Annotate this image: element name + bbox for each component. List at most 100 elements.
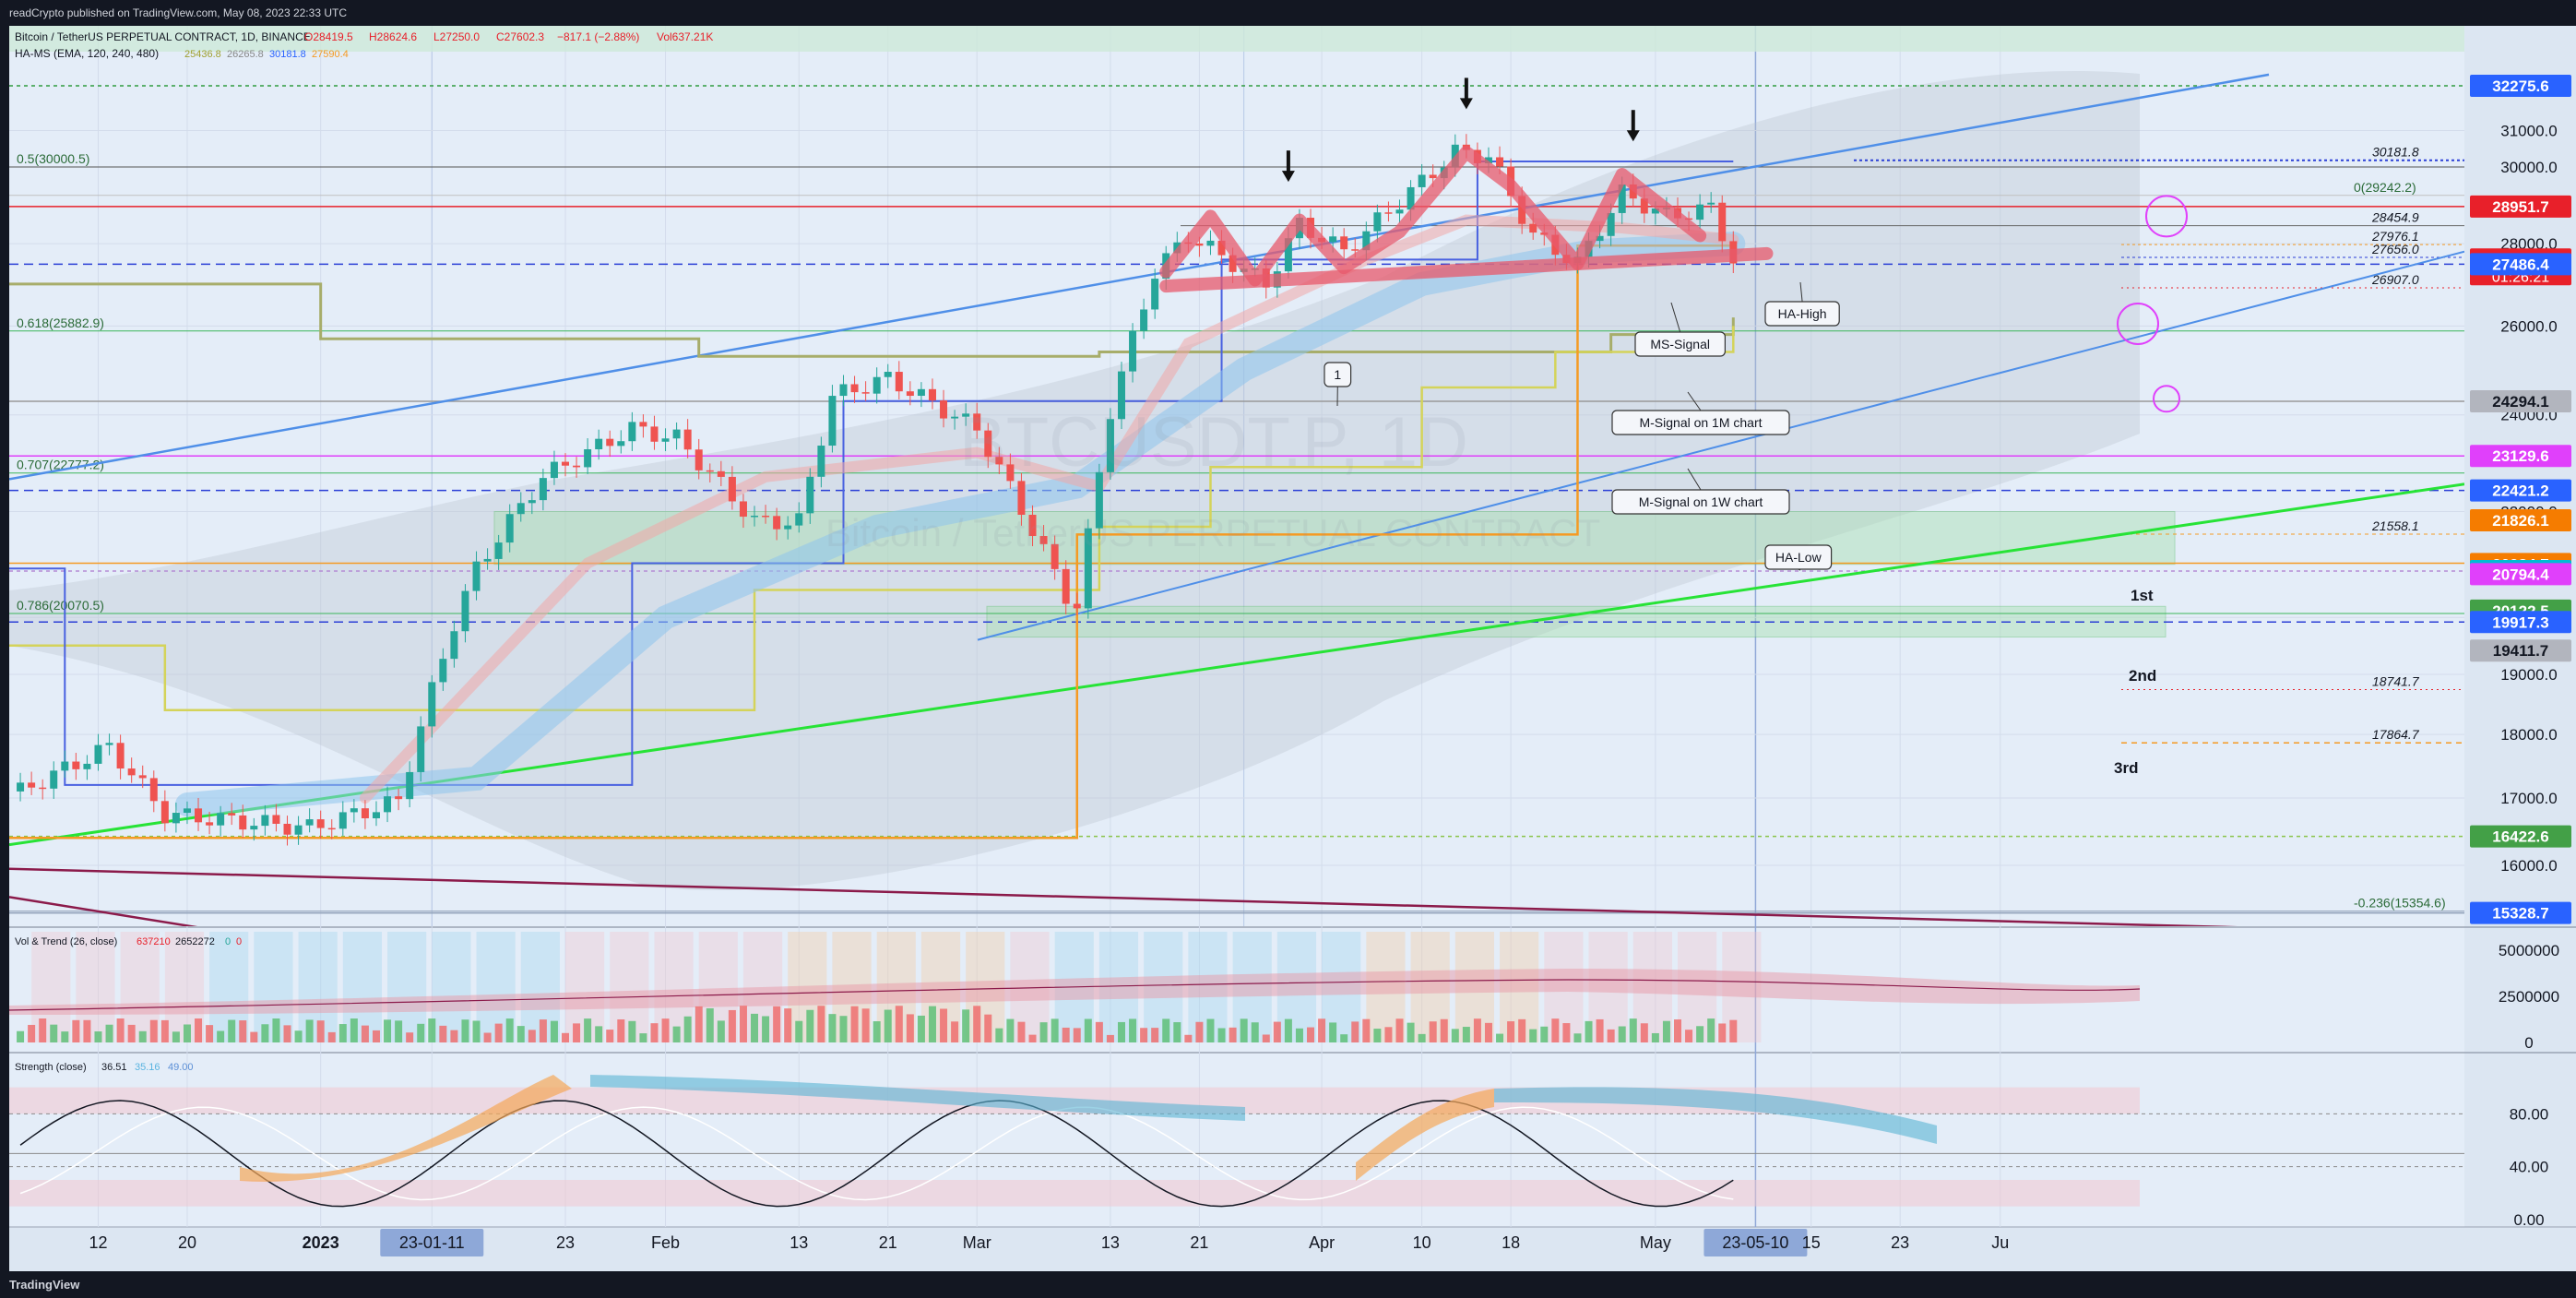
- strength-tick-label: 40.00: [2510, 1159, 2549, 1176]
- volume-bar: [72, 1019, 80, 1042]
- volume-bar: [1596, 1018, 1604, 1042]
- candle-body: [1373, 212, 1382, 232]
- volume-bar: [228, 1019, 236, 1042]
- volume-bar: [305, 1019, 314, 1042]
- volume-bar: [28, 1024, 36, 1042]
- time-tick-label: 15: [1802, 1233, 1821, 1252]
- ohlc-close: C27602.3: [496, 30, 544, 43]
- ohlc-volume: Vol637.21K: [657, 30, 713, 43]
- volume-bar: [1340, 1034, 1348, 1042]
- volume-bar: [116, 1018, 125, 1042]
- volume-bg-stripe: [76, 932, 115, 1042]
- head-shoulders-trace: [1159, 146, 1707, 287]
- ha-low-label-box: [1764, 544, 1833, 570]
- volume-bar: [1240, 1018, 1248, 1042]
- level-label: 30181.8: [2372, 145, 2419, 160]
- volume-bar: [940, 1008, 948, 1042]
- price-badge-label: 15328.7: [2492, 905, 2548, 923]
- volume-value-4: 0: [236, 936, 242, 947]
- rising-channel-lower: [977, 250, 2464, 641]
- time-tick-label: 18: [1502, 1233, 1520, 1252]
- candle-body: [428, 682, 436, 727]
- volume-tick-label: 2500000: [2499, 988, 2559, 1006]
- volume-bar: [828, 1014, 837, 1042]
- candle-body: [1429, 174, 1437, 179]
- volume-bar: [839, 1016, 848, 1042]
- legend-layer: Bitcoin / TetherUS PERPETUAL CONTRACT, 1…: [15, 30, 713, 1073]
- candle-body: [539, 478, 547, 501]
- candle-body: [995, 457, 1003, 465]
- volume-bar: [1229, 1027, 1237, 1042]
- price-axis[interactable]: [2464, 26, 2576, 1244]
- volume-bar: [1640, 1023, 1648, 1042]
- candle-body: [1696, 204, 1704, 220]
- volume-bar: [728, 1009, 736, 1042]
- volume-value-1: 637210: [137, 936, 171, 947]
- volume-bar: [672, 1026, 681, 1042]
- candle-body: [1407, 186, 1415, 210]
- volume-panel-title: Vol & Trend (26, close): [15, 936, 117, 947]
- volume-bar: [573, 1023, 581, 1042]
- rising-channel-upper: [9, 73, 2270, 481]
- volume-bar: [683, 1016, 692, 1042]
- price-tick-label: 19000.0: [2500, 666, 2557, 684]
- candle-body: [160, 801, 169, 824]
- zone-label: 2nd: [2129, 667, 2156, 685]
- candle-body: [661, 438, 670, 442]
- price-tick-label: 31000.0: [2500, 123, 2557, 140]
- volume-bar: [1685, 1030, 1693, 1042]
- volume-bar: [1017, 1021, 1026, 1042]
- strength-tick-label: 0.00: [2513, 1211, 2544, 1229]
- candle-body: [1118, 371, 1125, 420]
- time-cursor-badge: [1703, 1229, 1808, 1256]
- volume-bar: [1496, 1033, 1504, 1042]
- volume-bar: [694, 1006, 703, 1042]
- falling-resistance-line: [9, 867, 2238, 926]
- volume-bar: [384, 1019, 392, 1042]
- candle-body: [294, 825, 303, 835]
- candle-body: [806, 476, 814, 514]
- candle-body: [1384, 212, 1393, 214]
- volume-bar: [428, 1018, 436, 1042]
- level-label: 21558.1: [2371, 518, 2419, 533]
- volume-bar: [850, 1006, 859, 1042]
- candle-body: [494, 542, 503, 559]
- brand-text: TradingView: [9, 1278, 80, 1292]
- strength-fill: [1356, 1089, 1494, 1181]
- volume-bar: [417, 1023, 425, 1042]
- volume-bar: [1418, 1033, 1426, 1042]
- signal-1-label: 1: [1334, 367, 1341, 382]
- candle-body: [628, 422, 636, 442]
- volume-bar: [361, 1025, 369, 1042]
- price-badge-label: 20794.4: [2492, 566, 2549, 583]
- candle-body: [1284, 238, 1292, 272]
- candle-body: [850, 384, 859, 393]
- candle-body: [1229, 255, 1237, 272]
- price-badge: [2470, 479, 2571, 502]
- volume-bar: [1173, 1022, 1181, 1042]
- strength-signal-line: [19, 1106, 1734, 1201]
- candle-body: [828, 396, 837, 447]
- price-badge-label: 28951.7: [2492, 198, 2548, 216]
- main-price-pane: 0.5(30000.5) 0(29242.2) 0.618(25882.9) 0.70…: [9, 26, 2464, 926]
- candle-body: [1028, 515, 1037, 537]
- volume-bar: [861, 1008, 870, 1042]
- ha-low-line: [9, 244, 1734, 840]
- candle-body: [1106, 419, 1114, 472]
- candle-body: [372, 812, 380, 819]
- volume-bar: [1217, 1028, 1226, 1042]
- candle-body: [1140, 309, 1148, 331]
- candle-body: [595, 438, 603, 450]
- candle-body: [884, 372, 892, 377]
- volume-bar: [1395, 1018, 1404, 1042]
- indicator-value-2: 26265.8: [227, 49, 264, 60]
- volume-tick-label: 0: [2524, 1034, 2533, 1052]
- candle-body: [1039, 536, 1048, 544]
- candle-body: [39, 787, 47, 790]
- ha-high-label-box: [1764, 301, 1840, 327]
- candle-body: [406, 771, 414, 800]
- price-badge: [2470, 445, 2571, 468]
- strength-value-1: 36.51: [101, 1062, 127, 1073]
- time-tick-label: 2023: [303, 1233, 339, 1252]
